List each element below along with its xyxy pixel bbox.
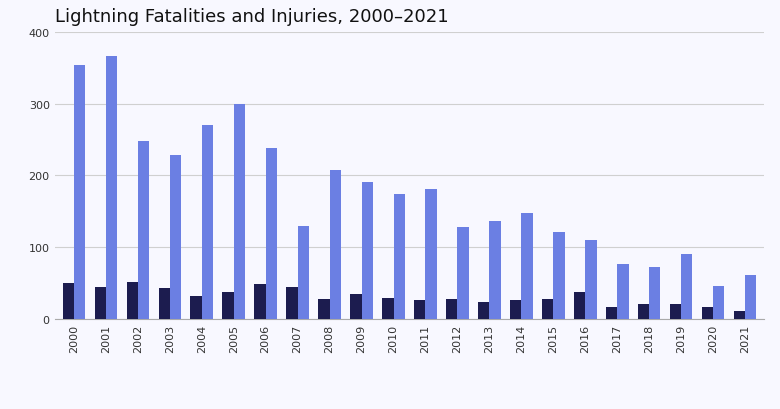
Bar xyxy=(457,227,469,319)
Bar xyxy=(74,65,85,319)
Bar xyxy=(362,182,373,319)
Bar xyxy=(330,171,341,319)
Bar xyxy=(94,288,106,319)
Bar xyxy=(222,292,234,319)
Bar xyxy=(702,307,713,319)
Bar xyxy=(638,305,649,319)
Bar xyxy=(234,104,245,319)
Bar xyxy=(158,288,170,319)
Bar xyxy=(382,298,394,319)
Bar xyxy=(585,240,597,319)
Bar xyxy=(574,292,585,319)
Text: Lightning Fatalities and Injuries, 2000–2021: Lightning Fatalities and Injuries, 2000–… xyxy=(55,8,448,26)
Bar xyxy=(542,300,553,319)
Bar xyxy=(298,226,309,319)
Bar xyxy=(649,267,661,319)
Bar xyxy=(734,311,745,319)
Bar xyxy=(681,254,693,319)
Bar xyxy=(202,126,213,319)
Bar xyxy=(126,283,138,319)
Bar xyxy=(414,300,425,319)
Bar xyxy=(478,303,489,319)
Bar xyxy=(425,189,437,319)
Bar xyxy=(106,57,117,319)
Bar xyxy=(553,232,565,319)
Bar xyxy=(510,300,521,319)
Bar xyxy=(286,287,298,319)
Bar xyxy=(745,275,757,319)
Bar xyxy=(62,283,74,319)
Bar xyxy=(713,286,725,319)
Bar xyxy=(489,222,501,319)
Bar xyxy=(394,195,405,319)
Bar xyxy=(190,296,202,319)
Bar xyxy=(617,264,629,319)
Bar xyxy=(670,305,681,319)
Bar xyxy=(266,148,277,319)
Bar xyxy=(138,142,149,319)
Bar xyxy=(606,308,617,319)
Bar xyxy=(521,214,533,319)
Bar xyxy=(254,285,266,319)
Bar xyxy=(318,299,330,319)
Bar xyxy=(350,294,362,319)
Bar xyxy=(170,156,181,319)
Bar xyxy=(446,299,457,319)
